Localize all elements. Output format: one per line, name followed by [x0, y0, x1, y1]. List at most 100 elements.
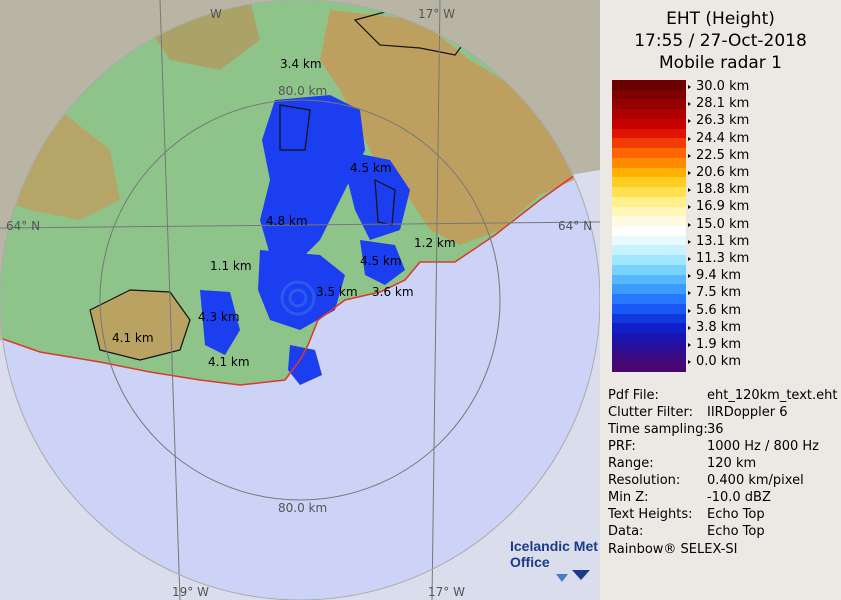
info-value: -10.0 dBZ [707, 490, 771, 505]
color-scale-segment [612, 158, 686, 168]
range-label-inner: 80.0 km [278, 84, 327, 98]
color-scale-segment [612, 177, 686, 187]
legend-label: 0.0 km [696, 354, 741, 369]
legend-tick [688, 274, 691, 278]
color-scale-segment [612, 90, 686, 100]
color-scale-segment [612, 236, 686, 246]
info-key: PRF: [608, 439, 636, 454]
info-value: 36 [707, 422, 724, 437]
height-label: 3.5 km [316, 285, 358, 299]
color-scale-segment [612, 187, 686, 197]
color-scale-segment [612, 99, 686, 109]
info-key: Data: [608, 524, 643, 539]
height-label: 4.5 km [350, 161, 392, 175]
legend-label: 18.8 km [696, 182, 749, 197]
legend-tick [688, 360, 691, 364]
lon-label-bottom-19w: 19° W [172, 585, 209, 599]
color-scale-segment [612, 109, 686, 119]
color-scale-segment [612, 207, 686, 217]
legend-label: 28.1 km [696, 96, 749, 111]
legend-label: 15.0 km [696, 217, 749, 232]
height-label: 1.1 km [210, 259, 252, 273]
legend-label: 9.4 km [696, 268, 741, 283]
logo-text-line1: Icelandic Met [510, 538, 598, 554]
legend-tick [688, 309, 691, 313]
info-value: Echo Top [707, 507, 765, 522]
legend-tick [688, 223, 691, 227]
info-key: Min Z: [608, 490, 649, 505]
legend-label: 20.6 km [696, 165, 749, 180]
legend-tick [688, 257, 691, 261]
color-scale-segment [612, 323, 686, 333]
logo-text-line2: Office [510, 554, 550, 570]
color-scale-segment [612, 216, 686, 226]
color-scale [612, 80, 686, 372]
lon-label-bottom-17w: 17° W [428, 585, 465, 599]
legend-tick [688, 188, 691, 192]
legend-tick [688, 154, 691, 158]
info-key: Pdf File: [608, 388, 659, 403]
info-key: Range: [608, 456, 654, 471]
color-scale-segment [612, 304, 686, 314]
legend-tick [688, 343, 691, 347]
info-value: 1000 Hz / 800 Hz [707, 439, 819, 454]
legend-tick [688, 102, 691, 106]
legend-label: 30.0 km [696, 79, 749, 94]
info-value: eht_120km_text.eht [707, 388, 837, 403]
color-scale-segment [612, 255, 686, 265]
radar-map: W 17° W 64° N 64° N 80.0 km 80.0 km 19° … [0, 0, 600, 600]
color-scale-segment [612, 168, 686, 178]
height-label: 4.8 km [266, 214, 308, 228]
info-value: 120 km [707, 456, 756, 471]
legend-tick [688, 119, 691, 123]
color-scale-segment [612, 294, 686, 304]
legend-label: 11.3 km [696, 251, 749, 266]
color-scale-segment [612, 148, 686, 158]
height-label: 4.1 km [208, 355, 250, 369]
color-scale-segment [612, 353, 686, 363]
legend-label: 13.1 km [696, 234, 749, 249]
lon-label-top-west: W [210, 7, 222, 21]
color-scale-segment [612, 362, 686, 372]
legend-label: 1.9 km [696, 337, 741, 352]
info-key: Resolution: [608, 473, 680, 488]
color-scale-segment [612, 314, 686, 324]
legend-label: 22.5 km [696, 148, 749, 163]
legend-label: 16.9 km [696, 199, 749, 214]
color-scale-segment [612, 119, 686, 129]
height-label: 3.6 km [372, 285, 414, 299]
legend-tick [688, 205, 691, 209]
info-key: Text Heights: [608, 507, 693, 522]
color-scale-segment [612, 275, 686, 285]
lat-label-right: 64° N [558, 219, 592, 233]
color-scale-segment [612, 343, 686, 353]
height-label: 3.4 km [280, 57, 322, 71]
lon-label-top-17w: 17° W [418, 7, 455, 21]
color-scale-segment [612, 284, 686, 294]
height-label: 4.3 km [198, 310, 240, 324]
legend-label: 7.5 km [696, 285, 741, 300]
color-scale-segment [612, 245, 686, 255]
info-key: Clutter Filter: [608, 405, 693, 420]
height-label: 4.5 km [360, 254, 402, 268]
product-title: EHT (Height) [600, 9, 841, 29]
legend-tick [688, 240, 691, 244]
color-scale-segment [612, 80, 686, 90]
product-timestamp: 17:55 / 27-Oct-2018 [600, 31, 841, 51]
color-scale-segment [612, 129, 686, 139]
radar-name: Mobile radar 1 [600, 53, 841, 73]
legend-tick [688, 137, 691, 141]
legend-tick [688, 171, 691, 175]
color-scale-segment [612, 265, 686, 275]
footer-brand: Rainbow® SELEX-SI [608, 542, 738, 557]
legend-label: 3.8 km [696, 320, 741, 335]
legend-label: 5.6 km [696, 303, 741, 318]
color-scale-segment [612, 333, 686, 343]
legend-label: 26.3 km [696, 113, 749, 128]
color-scale-segment [612, 226, 686, 236]
height-label: 1.2 km [414, 236, 456, 250]
legend-tick [688, 85, 691, 89]
info-value: 0.400 km/pixel [707, 473, 804, 488]
info-value: IIRDoppler 6 [707, 405, 788, 420]
